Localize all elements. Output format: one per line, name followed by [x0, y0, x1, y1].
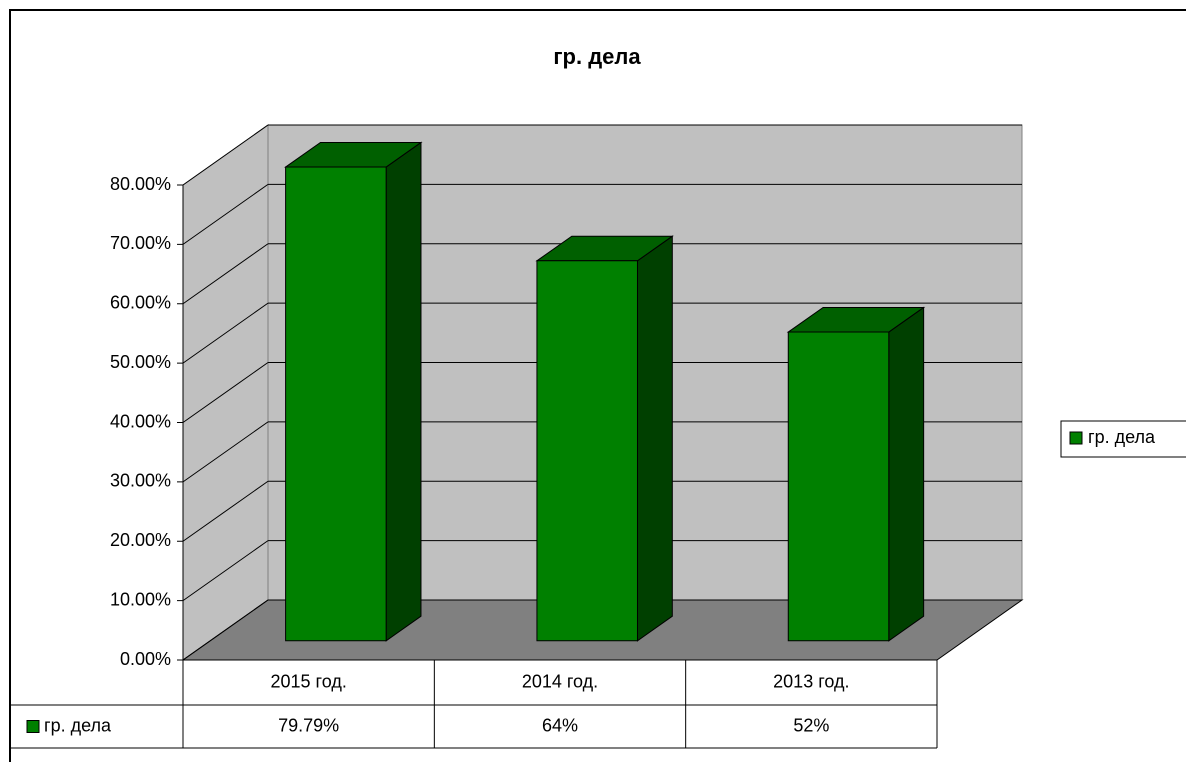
- grid-line: [182, 243, 269, 305]
- x-tick-label: 2015 год.: [270, 671, 346, 691]
- x-tick-label: 2014 год.: [522, 671, 598, 691]
- grid-line: [182, 421, 269, 483]
- grid-line: [182, 480, 269, 542]
- legend-label: гр. дела: [1088, 427, 1156, 447]
- legend-box: [1060, 420, 1186, 458]
- bar: [787, 331, 890, 642]
- legend-swatch: [26, 720, 40, 733]
- y-tick-label: 40.00%: [110, 411, 171, 431]
- grid-line: [182, 183, 269, 245]
- grid-line: [182, 599, 269, 661]
- data-label: 64%: [542, 715, 578, 735]
- y-tick-label: 20.00%: [110, 530, 171, 550]
- y-tick-label: 0.00%: [120, 649, 171, 669]
- grid-line: [182, 540, 269, 602]
- y-tick-label: 10.00%: [110, 589, 171, 609]
- y-tick-label: 70.00%: [110, 233, 171, 253]
- y-tick-label: 50.00%: [110, 352, 171, 372]
- grid-line: [182, 124, 269, 186]
- grid-line: [182, 302, 269, 364]
- y-tick-label: 80.00%: [110, 174, 171, 194]
- bar: [285, 166, 387, 642]
- table-row-label: гр. дела: [44, 715, 112, 735]
- bar-side: [636, 235, 673, 642]
- chart-title: гр. дела: [553, 44, 641, 69]
- grid-line: [182, 362, 269, 423]
- data-label: 52%: [793, 715, 829, 735]
- bar-side: [385, 141, 422, 642]
- x-tick-label: 2013 год.: [773, 671, 849, 691]
- y-tick-label: 60.00%: [110, 293, 171, 313]
- y-tick-label: 30.00%: [110, 471, 171, 491]
- bar-side: [888, 306, 925, 642]
- data-label: 79.79%: [278, 715, 339, 735]
- bar: [536, 260, 638, 642]
- legend-swatch: [1069, 431, 1083, 445]
